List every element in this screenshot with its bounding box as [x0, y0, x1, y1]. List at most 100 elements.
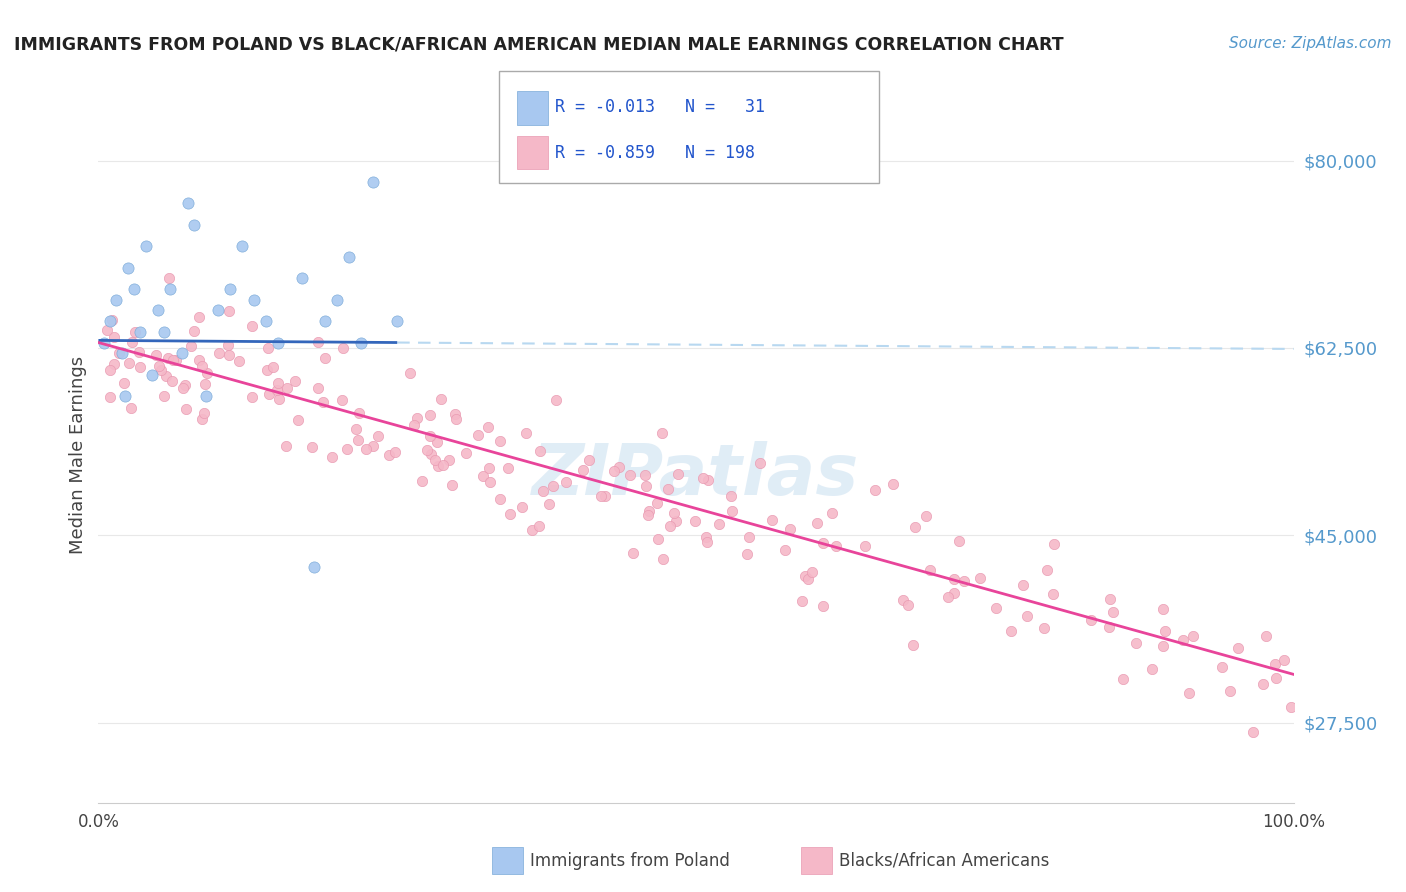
Point — [262, 359, 284, 374]
Point — [645, 496, 668, 510]
Point — [257, 341, 280, 355]
Point — [696, 534, 718, 549]
Point — [636, 479, 658, 493]
Point — [363, 175, 385, 189]
Point — [801, 565, 824, 579]
Point — [384, 444, 406, 458]
Point — [287, 413, 309, 427]
Point — [942, 586, 965, 600]
Point — [354, 442, 377, 457]
Point — [478, 460, 501, 475]
Point — [152, 389, 174, 403]
Point — [426, 435, 449, 450]
Point — [685, 514, 707, 528]
Point — [425, 453, 447, 467]
Point — [162, 374, 184, 388]
Point — [231, 239, 253, 253]
Point — [695, 530, 717, 544]
Point — [1042, 587, 1064, 601]
Point — [111, 346, 134, 360]
Point — [1279, 700, 1302, 714]
Point — [467, 428, 489, 442]
Point — [172, 381, 194, 395]
Point — [1153, 624, 1175, 639]
Point — [1140, 662, 1163, 676]
Point — [773, 542, 796, 557]
Point — [194, 377, 217, 392]
Point — [118, 356, 141, 370]
Point — [183, 324, 205, 338]
Point — [363, 439, 385, 453]
Text: ZIPatlas: ZIPatlas — [533, 442, 859, 510]
Point — [267, 335, 290, 350]
Point — [103, 357, 125, 371]
Point — [488, 492, 510, 507]
Point — [591, 489, 613, 503]
Point — [901, 638, 924, 652]
Point — [720, 504, 742, 518]
Point — [665, 514, 688, 528]
Point — [148, 359, 170, 373]
Point — [489, 434, 512, 449]
Point — [603, 464, 626, 478]
Point — [419, 429, 441, 443]
Point — [578, 453, 600, 467]
Point — [108, 346, 131, 360]
Point — [177, 196, 200, 211]
Point — [218, 348, 240, 362]
Point — [662, 506, 685, 520]
Point — [103, 330, 125, 344]
Point — [1254, 629, 1277, 643]
Point — [114, 389, 136, 403]
Point — [882, 476, 904, 491]
Point — [896, 598, 918, 612]
Point — [1253, 677, 1275, 691]
Point — [720, 489, 742, 503]
Point — [346, 422, 368, 436]
Point — [157, 351, 180, 365]
Point — [98, 314, 122, 328]
Point — [936, 590, 959, 604]
Point — [634, 467, 657, 482]
Point — [456, 446, 478, 460]
Point — [193, 406, 215, 420]
Point — [405, 410, 427, 425]
Point — [129, 325, 152, 339]
Point — [811, 599, 834, 614]
Point — [1043, 537, 1066, 551]
Point — [307, 335, 329, 350]
Point — [254, 314, 277, 328]
Point — [915, 509, 938, 524]
Text: Immigrants from Poland: Immigrants from Poland — [530, 852, 730, 870]
Point — [853, 539, 876, 553]
Point — [555, 475, 578, 490]
Point — [820, 506, 842, 520]
Point — [267, 376, 290, 391]
Point — [1177, 686, 1199, 700]
Point — [825, 539, 848, 553]
Point — [537, 497, 560, 511]
Point — [1272, 653, 1295, 667]
Point — [430, 392, 453, 406]
Point — [735, 547, 758, 561]
Point — [174, 378, 197, 392]
Point — [477, 419, 499, 434]
Point — [218, 304, 240, 318]
Text: Source: ZipAtlas.com: Source: ZipAtlas.com — [1229, 36, 1392, 51]
Point — [124, 282, 146, 296]
Point — [402, 418, 425, 433]
Point — [228, 354, 250, 368]
Point — [195, 366, 218, 380]
Point — [217, 338, 239, 352]
Point — [346, 434, 368, 448]
Point — [1171, 633, 1194, 648]
Point — [385, 314, 409, 328]
Point — [637, 504, 659, 518]
Point — [243, 293, 266, 307]
Point — [1036, 563, 1059, 577]
Point — [276, 380, 298, 394]
Point — [141, 368, 163, 382]
Point — [479, 475, 502, 489]
Point — [330, 392, 353, 407]
Point — [427, 459, 450, 474]
